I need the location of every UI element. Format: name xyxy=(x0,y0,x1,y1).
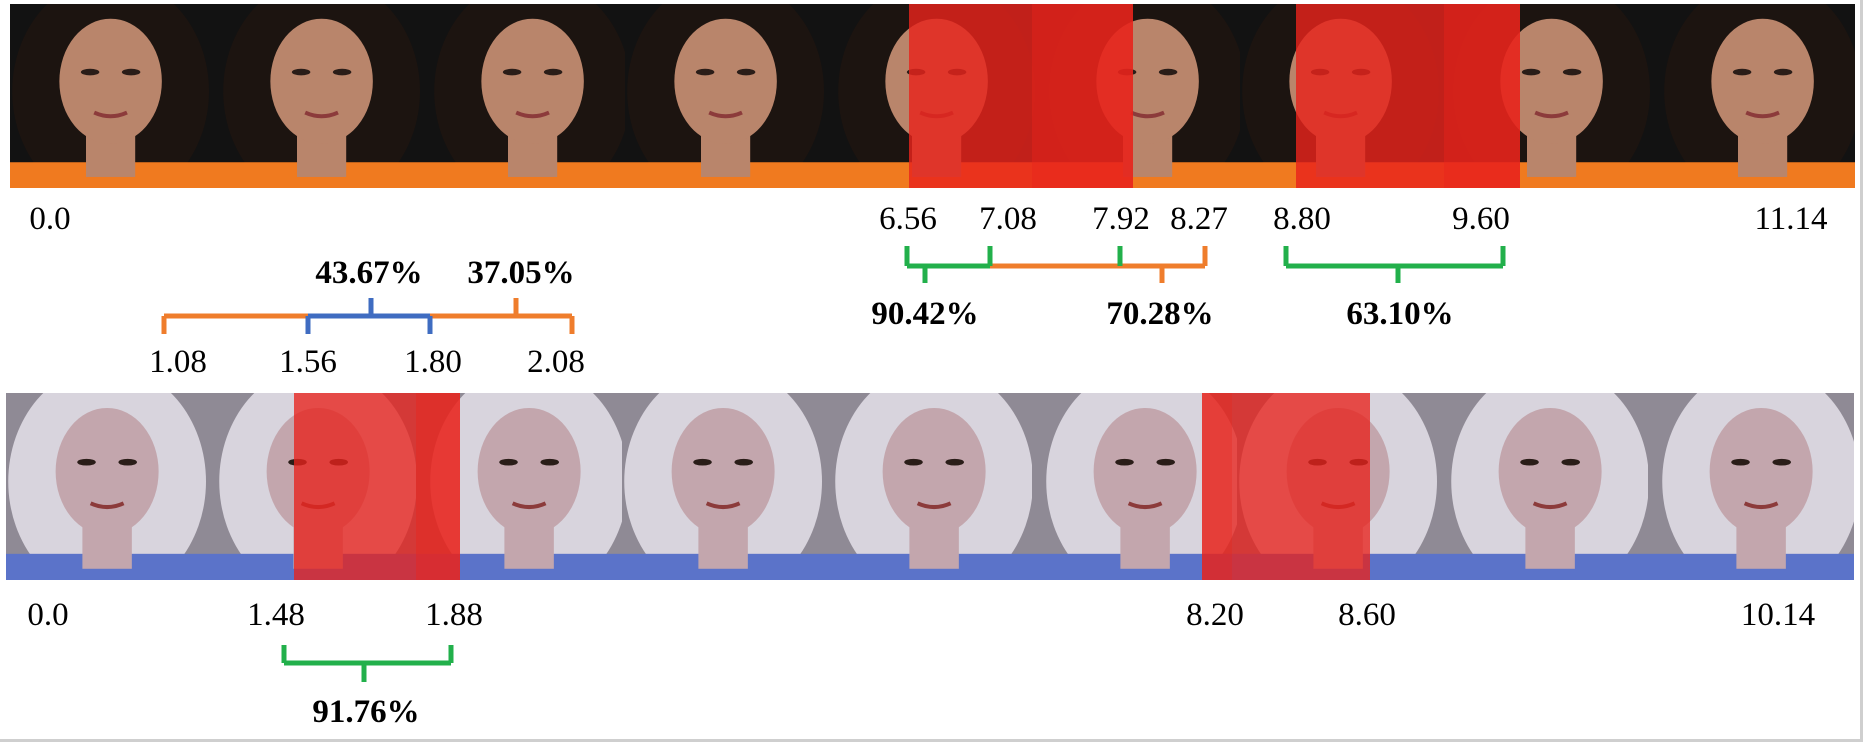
face-image xyxy=(6,393,212,580)
face-image xyxy=(420,4,625,188)
top-tick-2: 7.08 xyxy=(979,201,1037,237)
middle-tick-3: 2.08 xyxy=(527,344,585,380)
video-frame xyxy=(625,4,830,188)
middle-prediction-2: 37.05% xyxy=(467,255,575,291)
bracket-91-76 xyxy=(281,645,454,682)
video-frame xyxy=(10,4,215,188)
video-frame xyxy=(1647,393,1854,580)
bottom-filmstrip xyxy=(0,393,1863,580)
top-prediction-1: 90.42% xyxy=(871,296,979,332)
top-prediction-2: 70.28% xyxy=(1106,296,1214,332)
face-image xyxy=(1442,393,1649,580)
right-border xyxy=(1860,0,1863,742)
top-tick-5: 8.80 xyxy=(1273,201,1331,237)
face-image xyxy=(1650,4,1855,188)
bottom-tick-5: 10.14 xyxy=(1740,597,1816,633)
bracket-90-42 xyxy=(904,246,993,283)
bracket-43-67 xyxy=(305,298,433,334)
face-image xyxy=(621,393,828,580)
middle-tick-1: 1.56 xyxy=(279,344,337,380)
bottom-tick-1: 1.48 xyxy=(247,597,305,633)
top-tick-4: 8.27 xyxy=(1170,201,1228,237)
face-image xyxy=(215,4,420,188)
video-frame xyxy=(1442,393,1649,580)
forged-segment-overlay xyxy=(416,393,460,580)
bottom-tick-3: 8.20 xyxy=(1186,597,1244,633)
middle-tick-2: 1.80 xyxy=(404,344,462,380)
bottom-tick-0: 0.0 xyxy=(27,597,69,633)
middle-tick-0: 1.08 xyxy=(149,344,207,380)
forged-segment-overlay xyxy=(1232,393,1370,580)
bottom-tick-4: 8.60 xyxy=(1338,597,1396,633)
top-tick-0: 0.0 xyxy=(29,201,71,237)
forged-segment-overlay xyxy=(1296,4,1444,188)
top-tick-6: 9.60 xyxy=(1452,201,1510,237)
video-frame xyxy=(6,393,212,580)
video-frame xyxy=(1650,4,1855,188)
video-frame xyxy=(826,393,1033,580)
video-frame xyxy=(215,4,420,188)
bottom-border xyxy=(0,739,1863,742)
forged-segment-overlay xyxy=(294,393,416,580)
forged-segment-overlay xyxy=(1444,4,1520,188)
top-tick-3: 7.92 xyxy=(1092,201,1150,237)
video-frame xyxy=(621,393,828,580)
bottom-tick-2: 1.88 xyxy=(425,597,483,633)
top-tick-7: 11.14 xyxy=(1754,201,1828,237)
forged-segment-overlay xyxy=(909,4,1032,188)
top-prediction-3: 63.10% xyxy=(1346,296,1454,332)
top-tick-1: 6.56 xyxy=(879,201,937,237)
face-image xyxy=(625,4,830,188)
face-image xyxy=(1647,393,1854,580)
forged-segment-overlay xyxy=(1032,4,1133,188)
middle-prediction-1: 43.67% xyxy=(315,255,423,291)
face-image xyxy=(826,393,1033,580)
face-image xyxy=(10,4,215,188)
bracket-63-10 xyxy=(1283,246,1506,283)
top-filmstrip xyxy=(0,4,1863,188)
video-frame xyxy=(416,393,623,580)
face-image xyxy=(416,393,623,580)
forged-segment-overlay xyxy=(1202,393,1232,580)
bottom-prediction-1: 91.76% xyxy=(312,694,420,730)
video-frame xyxy=(420,4,625,188)
bracket-70-28 xyxy=(987,246,1208,283)
